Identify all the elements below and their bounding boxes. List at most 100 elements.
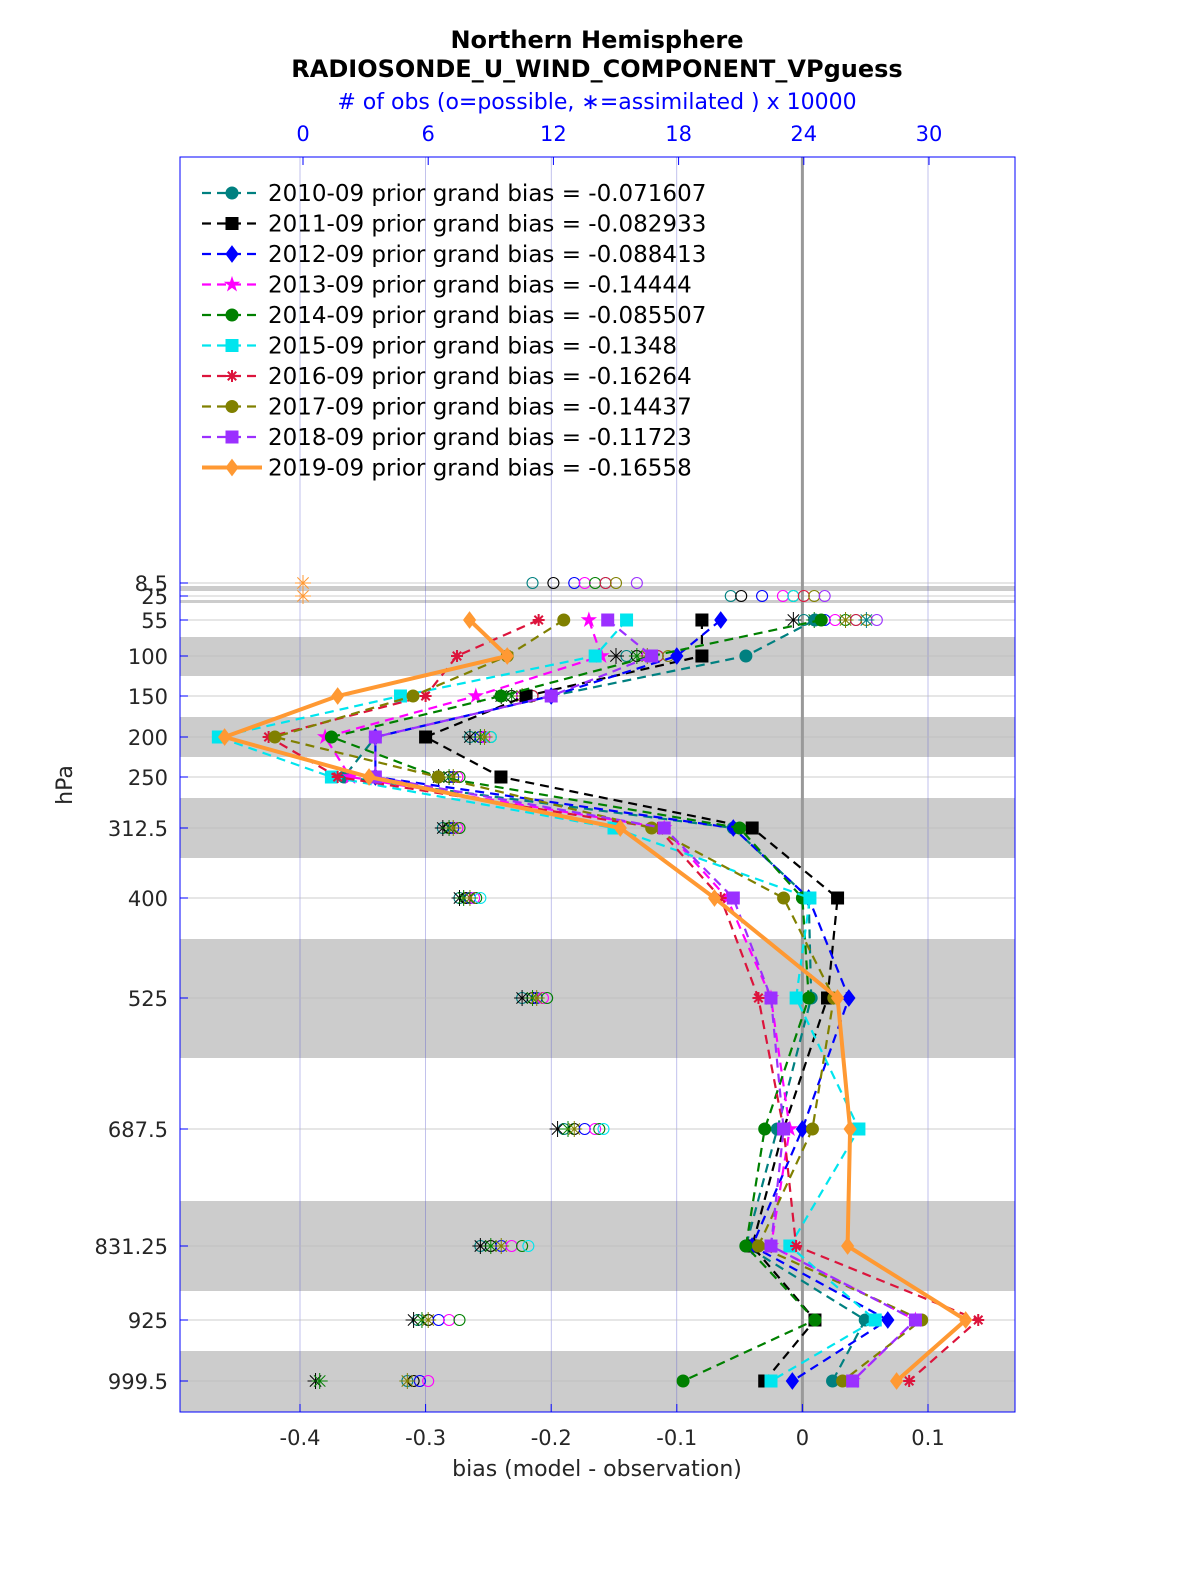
y-axis-label: hPa [53,765,78,805]
possible-obs-marker [808,589,821,603]
legend-entry: 2019-09 prior grand bias = -0.16558 [268,456,692,482]
asterisk-stroke [533,615,544,625]
data-point [676,1374,690,1388]
legend-entry: 2010-09 prior grand bias = -0.071607 [268,181,706,207]
x-tick-label: 0.1 [911,1426,944,1450]
y-tick-label: 55 [141,609,168,633]
data-point [362,768,376,786]
series-line [327,618,822,1382]
legend-entry: 2017-09 prior grand bias = -0.14437 [268,395,692,421]
assimilated-obs-marker [566,1121,583,1137]
data-point [620,613,634,627]
series-line [270,619,924,1382]
data-point [494,689,508,703]
asterisk-stroke [401,1374,414,1388]
possible-obs-marker [597,1122,610,1136]
possible-obs-marker [443,1313,456,1327]
data-point [419,730,433,744]
asterisk-stroke [973,1315,984,1325]
possible-obs-marker [453,1313,466,1327]
assimilated-obs-marker [858,612,875,628]
data-point [726,891,740,905]
y-tick-label: 831.25 [95,1235,168,1259]
asterisk-stroke [474,1239,487,1253]
asterisk-stroke [296,576,310,590]
asterisk-stroke [839,613,852,627]
assimilated-obs-marker [445,820,462,836]
x-axis-label: bias (model - observation) [452,1457,742,1482]
data-point [959,1311,973,1329]
data-point [795,1120,810,1138]
legend-entry: 2011-09 prior grand bias = -0.082933 [268,212,706,238]
data-point [803,891,817,905]
possible-obs-marker [818,589,831,603]
data-point [451,650,463,662]
top-tick-label: 6 [422,122,435,146]
data-point [225,245,239,263]
assimilated-obs-marker [461,890,478,906]
assimilated-obs-marker [295,588,311,604]
x-tick-label: -0.1 [656,1426,697,1450]
legend: 2010-09 prior grand bias = -0.071607 2011… [202,181,706,482]
y-tick-label: 400 [128,887,168,911]
asterisk-stroke [505,689,518,703]
data-point [739,1239,753,1253]
data-point [789,991,803,1005]
data-point [645,649,659,663]
data-point [613,819,627,837]
data-point [695,649,709,663]
possible-obs-marker [547,576,560,590]
x-tick-label: -0.3 [405,1426,446,1450]
data-point [494,770,508,784]
possible-obs-marker [599,576,612,590]
data-point [695,613,709,627]
possible-obs-marker [735,589,748,603]
data-point [790,1240,803,1252]
asterisk-stroke [609,649,623,663]
possible-obs-marker [422,1374,435,1388]
data-point [830,989,845,1007]
possible-obs-marker [589,1122,602,1136]
asterisk-stroke [227,371,237,381]
data-point [758,1122,772,1136]
asterisk-stroke [447,821,460,835]
data-point [805,1122,819,1136]
possible-obs-marker [578,576,591,590]
data-point [764,1239,778,1253]
data-point [881,1311,895,1329]
data-point [814,613,828,627]
asterisk-stroke [447,770,460,784]
x-axis-ticks: -0.4 -0.3 -0.2 -0.1 0 0.1 [280,1404,945,1450]
data-point [831,891,845,905]
data-point [225,186,239,200]
possible-obs-marker [516,1239,529,1253]
data-point [777,1122,791,1136]
top-tick-label: 24 [790,122,817,146]
series-line [341,619,867,1382]
data-point [225,339,239,352]
series-line [214,619,878,1382]
y-tick-label: 8.5 [135,572,168,596]
data-point [419,690,432,702]
assimilated-obs-marker [399,1373,416,1389]
data-point [223,275,241,292]
level-band [180,1351,1015,1412]
asterisk-stroke [495,1239,508,1253]
data-point [764,991,778,1005]
data-point [588,649,602,663]
assimilated-obs-marker [608,648,624,664]
data-point [580,611,598,628]
data-point [840,1237,855,1255]
legend-entry: 2014-09 prior grand bias = -0.085507 [268,303,706,329]
assimilated-obs-marker [472,1238,489,1254]
possible-obs-marker [787,589,800,603]
data-point [431,770,445,784]
top-tick-label: 12 [540,122,567,146]
data-point [225,217,239,230]
data-point [764,1374,778,1388]
series-2019-09 [218,611,973,1390]
possible-obs-marker [609,576,623,590]
y-tick-label: 25 [141,585,168,609]
series-line [218,618,970,1383]
